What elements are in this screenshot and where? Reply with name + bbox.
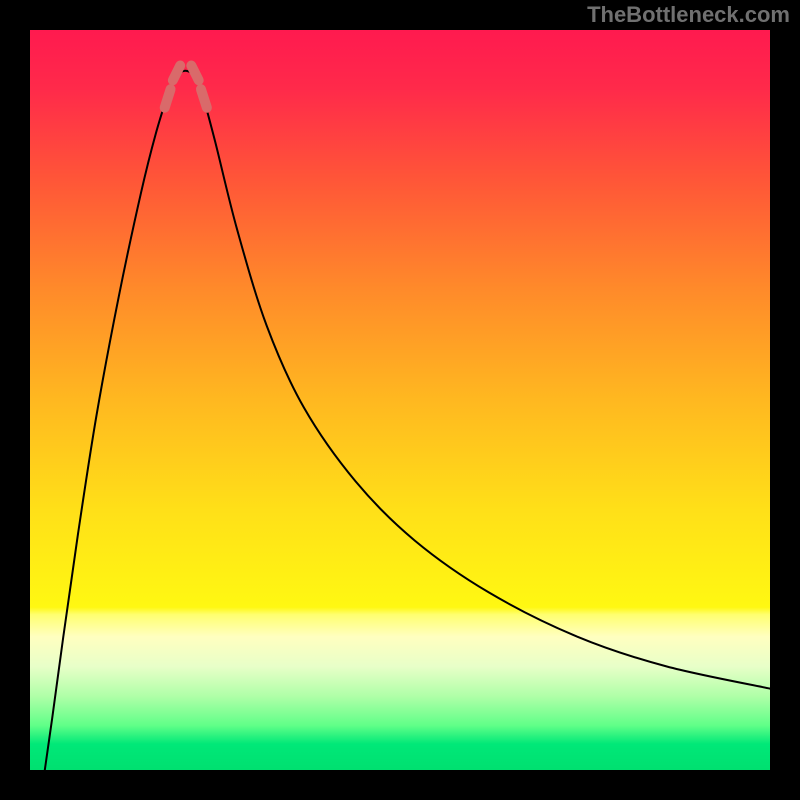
- cusp-marker-segment: [173, 66, 180, 81]
- cusp-marker-segment: [191, 66, 198, 81]
- plot-background: [30, 30, 770, 770]
- watermark-text: TheBottleneck.com: [587, 2, 790, 28]
- cusp-marker-segment: [201, 89, 207, 108]
- chart-frame: TheBottleneck.com: [0, 0, 800, 800]
- cusp-marker-segment: [165, 89, 171, 108]
- chart-svg: [0, 0, 800, 800]
